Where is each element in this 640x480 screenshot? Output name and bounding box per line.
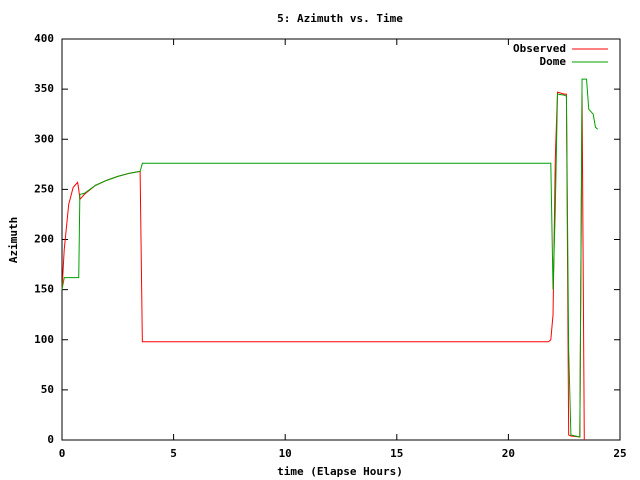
x-axis-label: time (Elapse Hours) — [277, 465, 403, 478]
y-axis-label: Azimuth — [7, 217, 20, 263]
x-tick-label: 15 — [390, 447, 403, 460]
y-tick-label: 150 — [34, 283, 54, 296]
y-tick-label: 300 — [34, 132, 54, 145]
x-tick-label: 20 — [502, 447, 515, 460]
y-tick-label: 100 — [34, 333, 54, 346]
legend-label: Observed — [513, 42, 566, 55]
data-line — [61, 78, 599, 438]
y-tick-label: 200 — [34, 233, 54, 246]
x-tick-label: 10 — [279, 447, 292, 460]
y-tick-label: 250 — [34, 182, 54, 195]
y-tick-label: 50 — [41, 383, 54, 396]
x-tick-label: 25 — [613, 447, 626, 460]
x-tick-label: 5 — [170, 447, 177, 460]
y-tick-label: 400 — [34, 32, 54, 45]
legend-label: Dome — [540, 55, 567, 68]
y-tick-label: 350 — [34, 82, 54, 95]
chart-title: 5: Azimuth vs. Time — [277, 12, 403, 25]
y-tick-label: 0 — [47, 433, 54, 446]
x-tick-label: 0 — [59, 447, 66, 460]
